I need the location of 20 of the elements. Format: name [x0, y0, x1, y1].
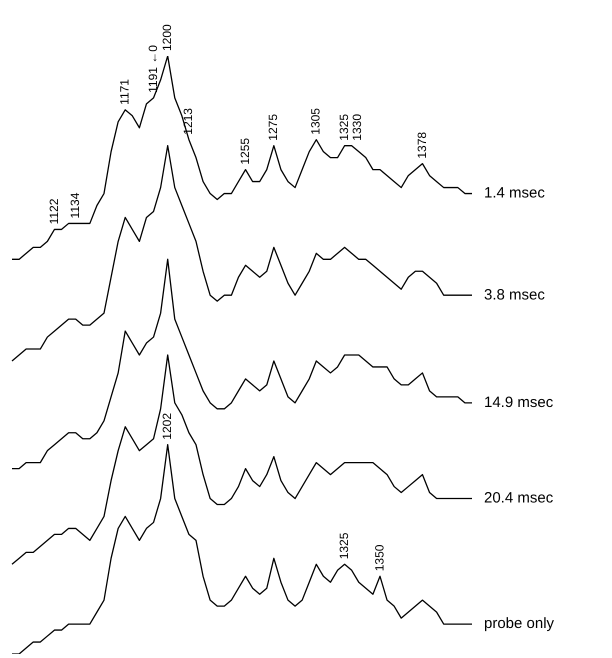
annotation: 1305 [308, 108, 323, 135]
annotation: 1275 [266, 114, 280, 141]
series-label: 3.8 msec [484, 286, 546, 304]
annotation: 1122 [46, 198, 61, 224]
annotation: 1325 [336, 114, 351, 141]
series-label: probe only [484, 615, 555, 632]
series-label: 1.4 msec [484, 184, 546, 202]
annotation: 1330 [350, 114, 364, 141]
annotation: 1378 [414, 132, 429, 159]
annotation: 1134 [68, 192, 82, 218]
annotation: 1255 [238, 138, 252, 165]
text: 1200 [160, 24, 174, 51]
series-label: 14.9 msec [484, 394, 554, 411]
annotation: 1350 [372, 544, 386, 572]
annotation: 1171 [118, 78, 132, 105]
annotation: 1325 [336, 532, 351, 560]
series-label: 20.4 msec [484, 490, 554, 507]
annotation: 1191 ←0 [146, 44, 160, 93]
annotation: 1213 [181, 108, 196, 135]
annotation: 1202 [160, 412, 174, 440]
